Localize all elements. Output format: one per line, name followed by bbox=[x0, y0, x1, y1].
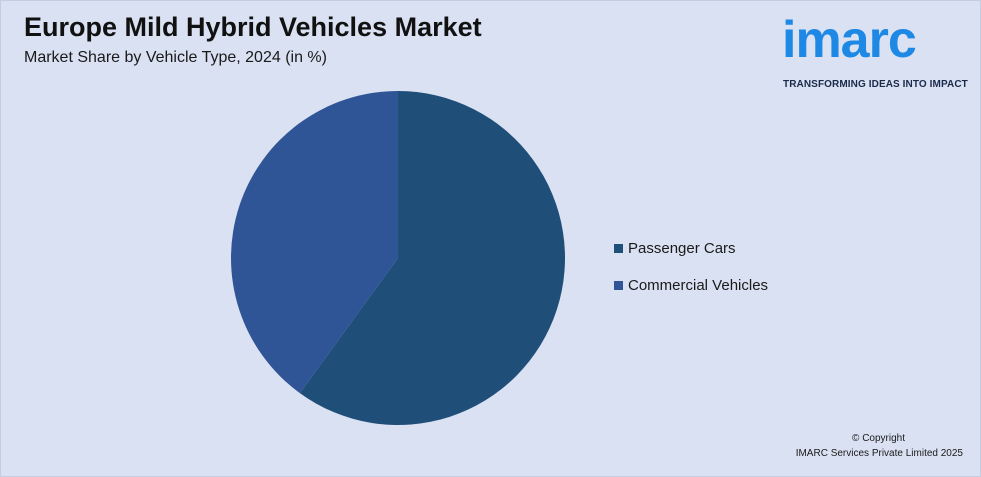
pie-slice-commercial-vehicles bbox=[231, 91, 398, 394]
legend-label: Commercial Vehicles bbox=[628, 276, 769, 294]
legend-swatch bbox=[614, 280, 623, 290]
legend-item: Passenger Cars bbox=[614, 238, 768, 258]
pie-slice-passenger-cars bbox=[299, 91, 566, 426]
legend-label: Passenger Cars bbox=[628, 239, 736, 257]
chart-subtitle: Market Share by Vehicle Type, 2024 (in %… bbox=[24, 49, 327, 66]
legend-swatch bbox=[614, 243, 623, 253]
chart-legend: Passenger Cars Commercial Vehicles bbox=[614, 238, 768, 312]
copyright-line: © Copyright bbox=[852, 433, 905, 444]
imarc-logo: imarc TRANSFORMING IDEAS INTO IMPACT bbox=[782, 12, 972, 92]
chart-title: Europe Mild Hybrid Vehicles Market bbox=[24, 12, 482, 42]
logo-tagline: TRANSFORMING IDEAS INTO IMPACT bbox=[783, 79, 968, 90]
pie-slices bbox=[231, 91, 566, 426]
company-line: IMARC Services Private Limited 2025 bbox=[795, 448, 963, 459]
legend-item: Commercial Vehicles bbox=[614, 275, 768, 295]
logo-wordmark: imarc bbox=[782, 11, 917, 69]
copyright-notice: © Copyright IMARC Services Private Limit… bbox=[796, 431, 963, 461]
